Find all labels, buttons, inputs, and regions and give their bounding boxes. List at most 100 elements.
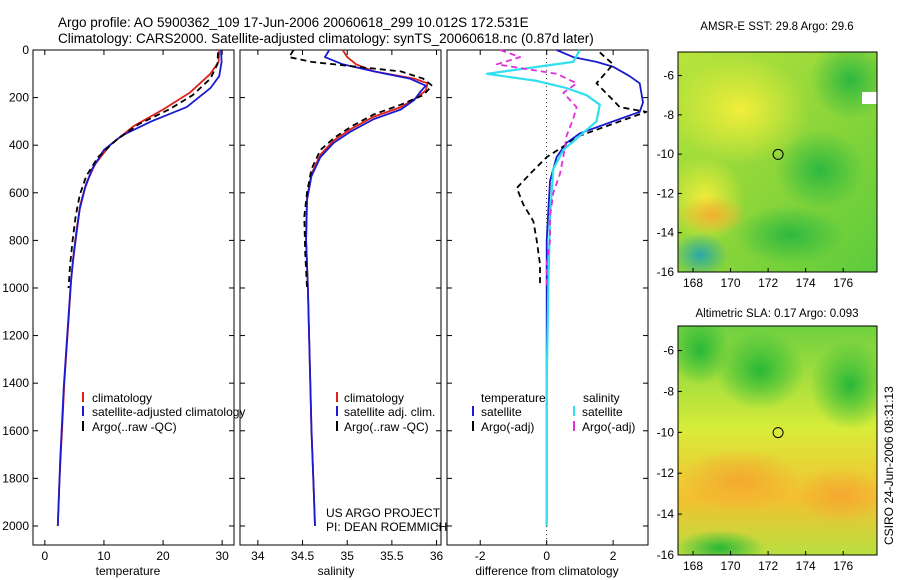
sst-profile-marker: [772, 148, 784, 160]
x-tick-label: 34: [251, 549, 265, 563]
figure-title-line1: Argo profile: AO 5900362_109 17-Jun-2006…: [58, 15, 529, 30]
side-timestamp-label: CSIRO 24-Jun-2006 08:31:13: [882, 386, 896, 545]
sst-map: AMSR-E SST: 29.8 Argo: 29.6 168 170 172 174…: [657, 21, 878, 290]
x-tick-label: 35.5: [380, 549, 404, 563]
credit-project: US ARGO PROJECT: [326, 506, 441, 520]
map-y-tick-label: -6: [663, 344, 674, 358]
sla-profile-marker: [772, 427, 784, 439]
map-y-tick-label: -14: [657, 226, 675, 240]
sst-map-frame: [677, 51, 878, 273]
map-x-tick-label: 170: [721, 276, 741, 290]
x-tick-label: 10: [97, 549, 111, 563]
map-y-tick-label: -16: [657, 265, 675, 279]
map-y-tick-label: -8: [663, 108, 674, 122]
salinity-xlabel: salinity: [318, 564, 355, 578]
x-tick-label: 2: [610, 549, 617, 563]
map-x-tick-label: 174: [796, 276, 816, 290]
sla-field: [678, 326, 877, 555]
y-tick-label: 1600: [2, 424, 29, 438]
temperature-axes-box: [32, 49, 235, 546]
series-line-temperature-argo-adj-: [515, 51, 648, 284]
salinity-panel: 34 34.5 35 35.5 36 salinity climatology sate…: [239, 49, 447, 578]
difference-axis-ticks: -2 0 2: [447, 49, 648, 563]
legend-temp-argo-label: Argo(-adj): [481, 420, 534, 434]
salinity-legend: climatology satellite adj. clim. Argo(..…: [336, 391, 435, 434]
map-x-tick-label: 170: [721, 559, 741, 573]
legend-temp-satellite-label: satellite: [481, 405, 522, 419]
sst-map-title: AMSR-E SST: 29.8 Argo: 29.6: [700, 21, 853, 33]
map-y-tick-label: -12: [657, 466, 675, 480]
map-x-tick-label: 174: [796, 559, 816, 573]
sst-field: [678, 52, 877, 272]
y-tick-label: 2000: [2, 519, 29, 533]
x-tick-label: -2: [475, 549, 486, 563]
series-line-satellite-adjusted-climatology: [56, 49, 223, 527]
x-tick-label: 34.5: [291, 549, 315, 563]
series-line-argo-raw-qc-: [67, 52, 219, 289]
y-tick-label: 1400: [2, 376, 29, 390]
legend-temperature-title: temperature: [481, 391, 546, 405]
series-line-salinity-argo-adj-: [495, 49, 578, 288]
series-line-climatology: [305, 49, 429, 527]
figure-title-line2: Climatology: CARS2000. Satellite-adjuste…: [58, 31, 594, 46]
map-x-tick-label: 168: [683, 276, 703, 290]
difference-legend: temperature salinity satellite Argo(-adj…: [472, 391, 635, 434]
map-y-tick-label: -16: [657, 548, 675, 562]
legend-sal-argo-label: Argo(-adj): [582, 420, 635, 434]
temperature-axis-ticks: 0 10 20 30: [41, 50, 229, 563]
temperature-panel: 0 200 400 600 800 1000 1200 1400 1600 1800 2000 0 1…: [2, 43, 245, 578]
map-y-tick-label: -10: [657, 425, 675, 439]
series-line-satellite-adj-clim-: [305, 49, 427, 527]
temperature-xlabel: temperature: [96, 564, 161, 578]
y-tick-label: 200: [9, 91, 29, 105]
legend-salinity-title: salinity: [583, 391, 620, 405]
sla-map: Altimetric SLA: 0.17 Argo: 0.093 168 170 1…: [657, 308, 878, 573]
map-y-tick-label: -12: [657, 186, 675, 200]
temperature-legend: climatology satellite-adjusted climatolo…: [82, 391, 245, 434]
y-tick-label: 1800: [2, 471, 29, 485]
difference-panel: -2 0 2 difference from climatology tempera…: [446, 49, 649, 578]
y-tick-label: 1200: [2, 329, 29, 343]
difference-axes-box: [446, 49, 649, 546]
x-tick-label: 0: [543, 549, 550, 563]
map-y-tick-label: -6: [663, 69, 674, 83]
sst-map-ticks: 168 170 172 174 176 -6 -8 -10 -12 -14 -16: [657, 69, 854, 290]
y-tick-label: 1000: [2, 281, 29, 295]
salinity-series: [288, 49, 434, 527]
legend-satellite-label: satellite-adjusted climatology: [92, 405, 245, 419]
x-tick-label: 30: [215, 549, 229, 563]
x-tick-label: 36: [430, 549, 444, 563]
credit-pi: PI: DEAN ROEMMICH: [326, 520, 447, 534]
map-x-tick-label: 176: [833, 559, 853, 573]
difference-series: [485, 49, 648, 526]
x-tick-label: 35: [341, 549, 355, 563]
y-tick-label: 600: [9, 186, 29, 200]
difference-xlabel: difference from climatology: [475, 564, 618, 578]
legend-argo-label: Argo(..raw -QC): [344, 420, 429, 434]
series-line-argo-raw-qc-: [288, 49, 434, 289]
legend-satellite-label: satellite adj. clim.: [344, 405, 435, 419]
map-x-tick-label: 172: [758, 276, 778, 290]
map-x-tick-label: 172: [758, 559, 778, 573]
y-tick-label: 0: [22, 43, 29, 57]
series-line-climatology: [56, 49, 221, 527]
salinity-axis-ticks: 34 34.5 35 35.5 36: [240, 49, 444, 563]
x-tick-label: 20: [156, 549, 170, 563]
map-y-tick-label: -14: [657, 507, 675, 521]
map-y-tick-label: -8: [663, 384, 674, 398]
map-x-tick-label: 176: [833, 276, 853, 290]
sla-map-title: Altimetric SLA: 0.17 Argo: 0.093: [695, 308, 858, 320]
sla-map-ticks: 168 170 172 174 176 -6 -8 -10 -12 -14 -16: [657, 344, 854, 573]
y-tick-label: 800: [9, 233, 29, 247]
series-line-salinity-satellite: [485, 49, 601, 526]
legend-sal-satellite-label: satellite: [582, 405, 623, 419]
legend-climatology-label: climatology: [344, 391, 404, 405]
map-y-tick-label: -10: [657, 147, 675, 161]
legend-climatology-label: climatology: [92, 391, 152, 405]
x-tick-label: 0: [41, 549, 48, 563]
depth-axis-ticks: 0 200 400 600 800 1000 1200 1400 1600 1800 2000: [2, 43, 234, 533]
temperature-series: [56, 49, 223, 527]
map-x-tick-label: 168: [683, 559, 703, 573]
legend-argo-label: Argo(..raw -QC): [92, 420, 177, 434]
